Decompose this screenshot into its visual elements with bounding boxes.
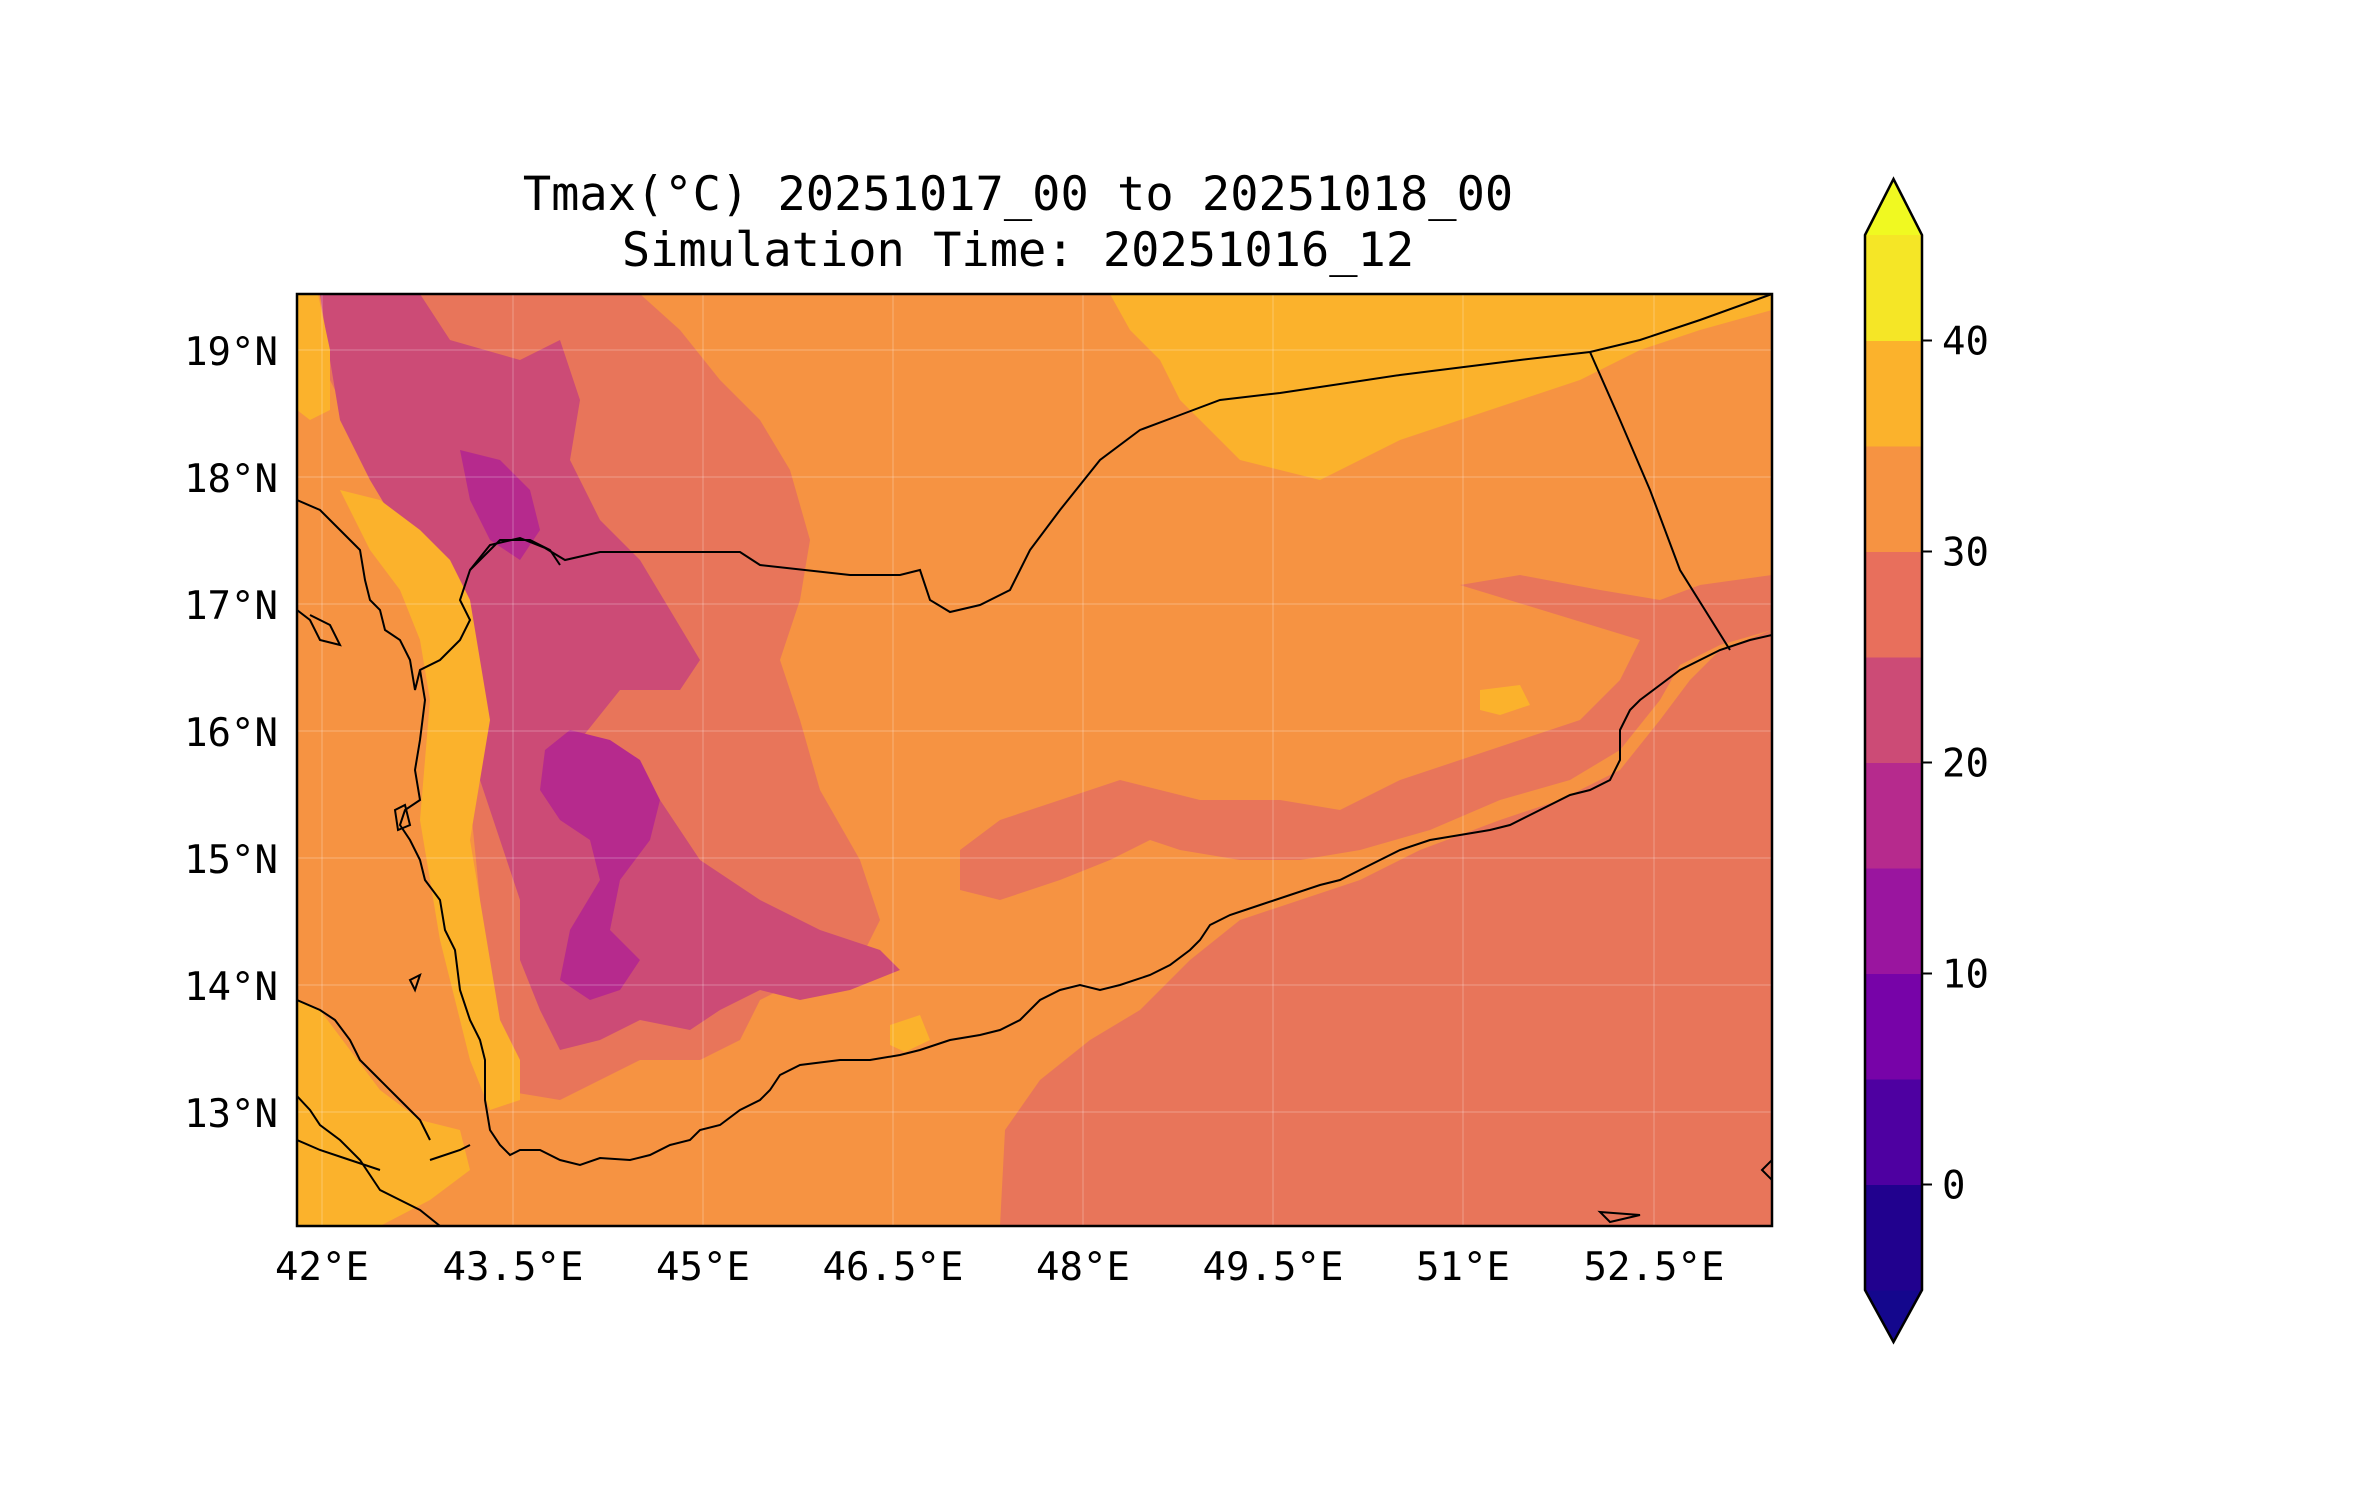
colorbar-band bbox=[1865, 657, 1922, 763]
northwest-warm-strip bbox=[297, 294, 330, 420]
highlands-core-south bbox=[540, 730, 660, 1000]
southwest-warm-patch bbox=[297, 1000, 470, 1226]
lon-tick-42: 42°E bbox=[275, 1245, 369, 1290]
red-sea-coast-band bbox=[340, 490, 520, 1110]
colorbar-tick-label: 0 bbox=[1942, 1164, 1965, 1209]
lat-tick-19: 19°N bbox=[184, 330, 278, 375]
colorbar-outline bbox=[1863, 176, 1924, 1345]
colorbar-extend-high bbox=[1865, 179, 1922, 235]
lat-tick-17: 17°N bbox=[184, 584, 278, 629]
gridlines bbox=[297, 294, 1772, 1226]
colorbar-band bbox=[1865, 235, 1922, 341]
colorbar-band bbox=[1865, 446, 1922, 552]
lon-tick-labels: 42°E 43.5°E 45°E 46.5°E 48°E 49.5°E 51°E… bbox=[275, 1245, 1724, 1290]
lon-tick-48: 48°E bbox=[1036, 1245, 1130, 1290]
colorbar: 0 10 20 30 40 bbox=[1863, 176, 1989, 1345]
east-warm-spot bbox=[1480, 685, 1530, 715]
colorbar-band bbox=[1865, 551, 1922, 658]
lat-tick-labels: 13°N 14°N 15°N 16°N 17°N 18°N 19°N bbox=[184, 330, 278, 1137]
colorbar-band bbox=[1865, 973, 1922, 1080]
map-frame bbox=[295, 292, 1774, 1228]
colorbar-extend-low bbox=[1865, 1290, 1922, 1342]
lon-tick-45: 45°E bbox=[656, 1245, 750, 1290]
colorbar-band bbox=[1865, 1184, 1922, 1291]
map-title: Tmax(°C) 20251017_00 to 20251018_00 bbox=[523, 167, 1513, 222]
south-warm-spot bbox=[890, 1015, 930, 1052]
lat-tick-15: 15°N bbox=[184, 838, 278, 883]
lat-tick-13: 13°N bbox=[184, 1092, 278, 1137]
colorbar-band bbox=[1865, 762, 1922, 869]
lon-tick-51: 51°E bbox=[1416, 1245, 1510, 1290]
map-plot-area bbox=[297, 294, 1772, 1226]
gulf-of-aden-band bbox=[1000, 630, 1772, 1226]
colorbar-tick-label: 40 bbox=[1942, 320, 1989, 365]
colorbar-tick-label: 20 bbox=[1942, 742, 1989, 787]
lon-tick-52-5: 52.5°E bbox=[1584, 1245, 1725, 1290]
lat-tick-18: 18°N bbox=[184, 457, 278, 502]
lon-tick-49-5: 49.5°E bbox=[1203, 1245, 1344, 1290]
lon-tick-43-5: 43.5°E bbox=[443, 1245, 584, 1290]
colorbar-band bbox=[1865, 868, 1922, 974]
coastlines bbox=[297, 499, 1772, 1226]
lat-tick-14: 14°N bbox=[184, 965, 278, 1010]
colorbar-tick-label: 30 bbox=[1942, 531, 1989, 576]
hadramawt-band bbox=[960, 575, 1772, 900]
lon-tick-46-5: 46.5°E bbox=[823, 1245, 964, 1290]
map-subtitle: Simulation Time: 20251016_12 bbox=[622, 223, 1414, 278]
highlands-core bbox=[460, 450, 540, 560]
lat-tick-16: 16°N bbox=[184, 711, 278, 756]
rub-al-khali-warm bbox=[1110, 294, 1772, 480]
highlands-mid bbox=[320, 294, 900, 1050]
borders bbox=[429, 294, 1772, 1161]
colorbar-band bbox=[1865, 1079, 1922, 1185]
colorbar-band bbox=[1865, 340, 1922, 447]
colorbar-tick-label: 10 bbox=[1942, 953, 1989, 998]
